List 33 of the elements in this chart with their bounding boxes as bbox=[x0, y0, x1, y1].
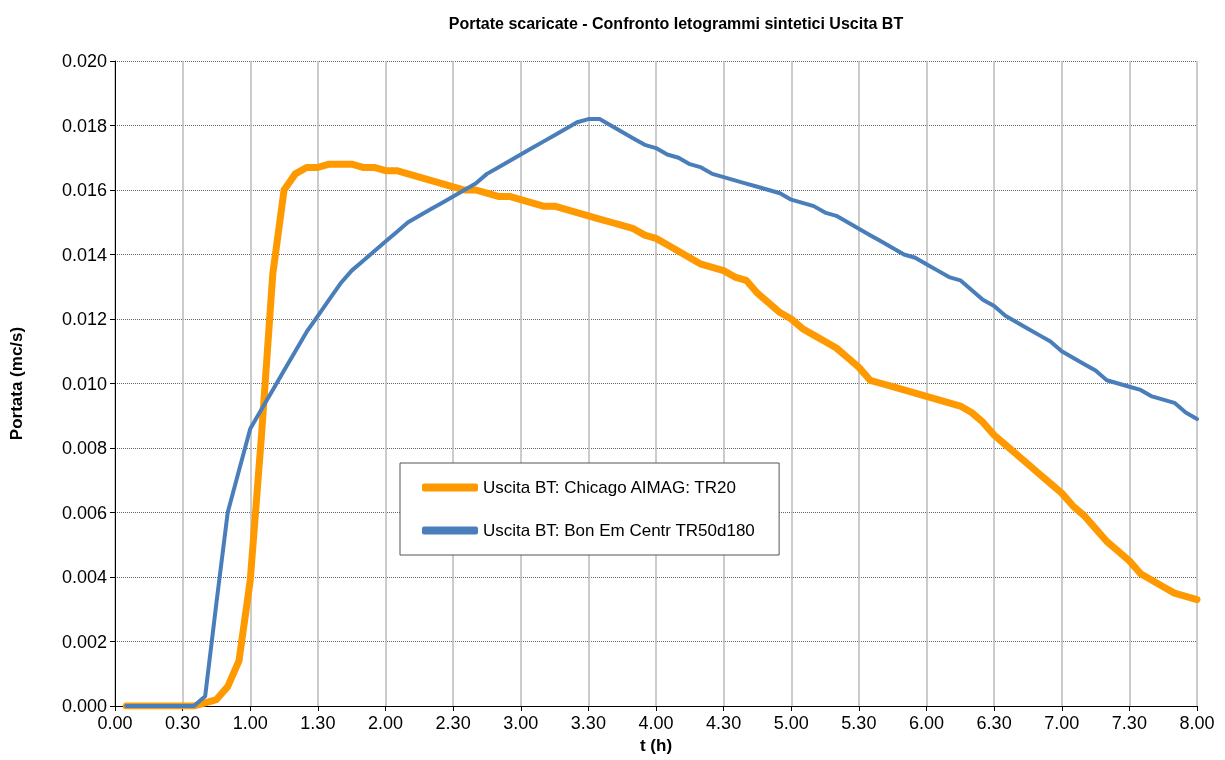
x-tick-label: 5.00 bbox=[773, 713, 809, 733]
y-tick-label: 0.002 bbox=[61, 631, 107, 652]
x-tick-label: 7.30 bbox=[1111, 713, 1147, 733]
y-tick-label: 0.018 bbox=[61, 115, 107, 136]
y-tick-label: 0.020 bbox=[61, 51, 107, 71]
y-tick-label: 0.014 bbox=[61, 244, 107, 265]
x-tick-label: 8.00 bbox=[1179, 713, 1215, 733]
y-tick-label: 0.000 bbox=[61, 696, 107, 716]
x-tick-label: 5.30 bbox=[841, 713, 877, 733]
y-tick-label: 0.006 bbox=[61, 502, 107, 523]
x-tick-label: 2.00 bbox=[367, 713, 404, 733]
y-tick-label: 0.004 bbox=[61, 567, 107, 587]
x-tick-label: 6.30 bbox=[976, 713, 1012, 733]
x-axis-title: t (h) bbox=[639, 735, 673, 755]
y-tick-label: 0.010 bbox=[61, 373, 107, 394]
x-tick-label: 0.00 bbox=[97, 713, 133, 733]
x-tick-label: 1.00 bbox=[232, 713, 268, 733]
x-tick-label: 1.30 bbox=[300, 713, 336, 733]
x-tick-label: 7.00 bbox=[1044, 713, 1080, 733]
x-tick-label: 0.30 bbox=[165, 713, 201, 733]
chart-title: Portate scaricate - Confronto Ietogrammi sintetici Uscita BT bbox=[448, 14, 904, 32]
x-tick-label: 4.00 bbox=[638, 713, 674, 733]
legend-label: Uscita BT: Bon Em Centr TR50d180 bbox=[483, 521, 755, 540]
y-tick-label: 0.016 bbox=[61, 180, 107, 200]
legend-label: Uscita BT: Chicago AIMAG: TR20 bbox=[483, 478, 736, 497]
x-tick-label: 2.30 bbox=[435, 713, 471, 733]
x-tick-label: 6.00 bbox=[908, 713, 945, 733]
y-axis-title: Portata (mc/s) bbox=[7, 326, 26, 441]
x-tick-label: 4.30 bbox=[706, 713, 742, 733]
y-tick-label: 0.008 bbox=[61, 438, 107, 458]
y-tick-label: 0.012 bbox=[61, 309, 107, 329]
x-tick-label: 3.00 bbox=[503, 713, 539, 733]
x-tick-label: 3.30 bbox=[570, 713, 606, 733]
